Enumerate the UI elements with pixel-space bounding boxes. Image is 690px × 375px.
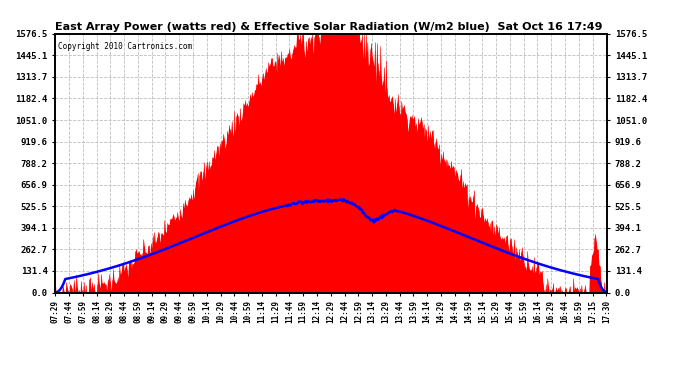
- Text: East Array Power (watts red) & Effective Solar Radiation (W/m2 blue)  Sat Oct 16: East Array Power (watts red) & Effective…: [55, 22, 602, 32]
- Text: Copyright 2010 Cartronics.com: Copyright 2010 Cartronics.com: [58, 42, 192, 51]
